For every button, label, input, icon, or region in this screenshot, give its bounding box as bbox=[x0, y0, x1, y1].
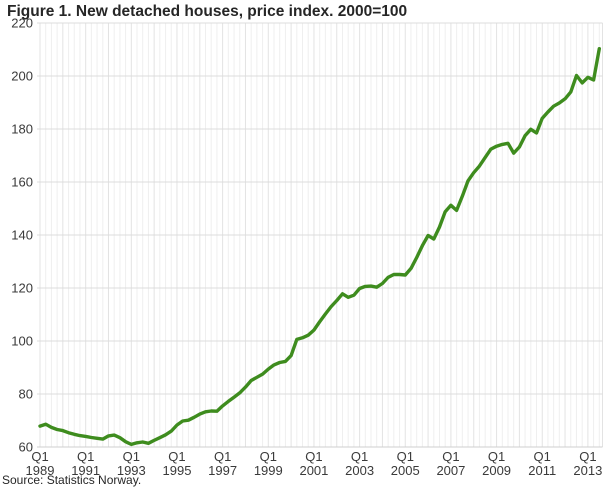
y-tick-label: 140 bbox=[11, 228, 33, 243]
x-tick-label-quarter: Q1 bbox=[442, 449, 459, 464]
x-tick-label-year: 1999 bbox=[254, 463, 283, 478]
x-tick-label-quarter: Q1 bbox=[351, 449, 368, 464]
x-tick-label-year: 1991 bbox=[71, 463, 100, 478]
x-tick-label-year: 2005 bbox=[391, 463, 420, 478]
x-tick-label-quarter: Q1 bbox=[168, 449, 185, 464]
x-tick-label-quarter: Q1 bbox=[260, 449, 277, 464]
x-tick-label-quarter: Q1 bbox=[534, 449, 551, 464]
x-tick-label-year: 2007 bbox=[436, 463, 465, 478]
x-tick-label-quarter: Q1 bbox=[579, 449, 596, 464]
y-tick-label: 160 bbox=[11, 175, 33, 190]
y-tick-label: 120 bbox=[11, 281, 33, 296]
y-tick-label: 200 bbox=[11, 69, 33, 84]
chart-title: Figure 1. New detached houses, price ind… bbox=[7, 3, 408, 20]
price-line bbox=[38, 47, 601, 447]
x-tick-label-quarter: Q1 bbox=[77, 449, 94, 464]
x-tick-label-year: 2013 bbox=[573, 463, 602, 478]
y-tick-label: 100 bbox=[11, 334, 33, 349]
x-tick-label-year: 2001 bbox=[299, 463, 328, 478]
x-tick-label-year: 1989 bbox=[26, 463, 55, 478]
x-tick-label-quarter: Q1 bbox=[397, 449, 414, 464]
x-tick-label-year: 2011 bbox=[528, 463, 556, 478]
y-tick-label: 60 bbox=[19, 440, 33, 455]
x-tick-label-quarter: Q1 bbox=[305, 449, 322, 464]
x-tick-label-year: 1993 bbox=[117, 463, 146, 478]
x-tick-label-quarter: Q1 bbox=[123, 449, 140, 464]
x-tick-label-year: 1995 bbox=[163, 463, 192, 478]
x-tick-label-quarter: Q1 bbox=[488, 449, 505, 464]
y-tick-label: 80 bbox=[19, 387, 33, 402]
x-tick-label-quarter: Q1 bbox=[214, 449, 231, 464]
x-tick-label-quarter: Q1 bbox=[31, 449, 48, 464]
x-tick-label-year: 2009 bbox=[482, 463, 511, 478]
y-tick-label: 220 bbox=[11, 16, 33, 31]
source-note: Source: Statistics Norway. bbox=[2, 473, 142, 487]
x-tick-label-year: 2003 bbox=[345, 463, 374, 478]
y-tick-label: 180 bbox=[11, 122, 33, 137]
x-tick-label-year: 1997 bbox=[208, 463, 237, 478]
